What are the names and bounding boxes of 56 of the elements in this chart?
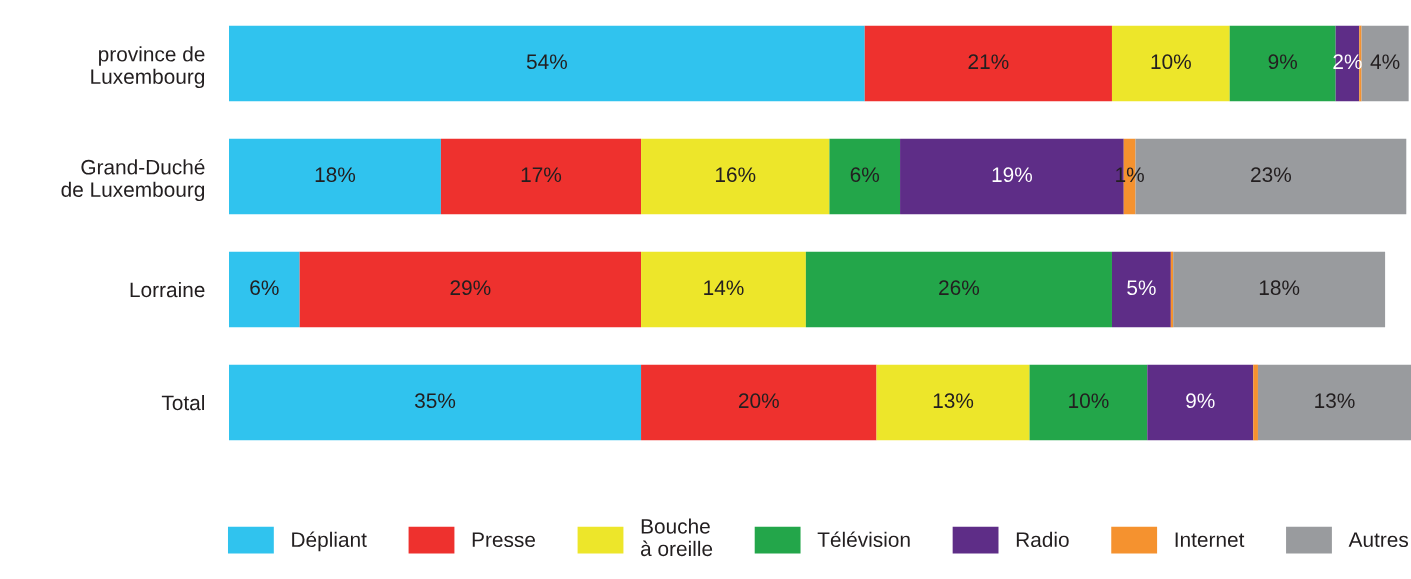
data-label: 21% [968, 54, 1009, 70]
bar [299, 251, 642, 328]
legend-label: Radio [1016, 531, 1069, 548]
bar [1147, 364, 1254, 441]
bar [876, 364, 1030, 441]
bar [229, 25, 865, 102]
bar [1253, 364, 1258, 441]
bar [829, 138, 901, 215]
data-label: 13% [1315, 393, 1355, 409]
bar [1257, 364, 1411, 441]
y-tick-label: Total [161, 394, 204, 411]
legend-label: Presse [472, 532, 535, 548]
data-label: 4% [1370, 54, 1400, 70]
bar [1111, 25, 1230, 102]
bar [1111, 251, 1171, 328]
data-label: 13% [933, 393, 974, 409]
bar [440, 138, 642, 215]
data-label: 19% [992, 167, 1033, 183]
bar [229, 364, 642, 441]
bar [805, 251, 1112, 328]
y-tick-label: province de Luxembourg [91, 46, 205, 89]
bar [641, 251, 806, 328]
data-label: 26% [939, 280, 980, 296]
data-label: 29% [450, 280, 491, 296]
bar [864, 25, 1112, 102]
data-label: 54% [526, 54, 567, 70]
bar [1361, 25, 1409, 102]
data-label: 10% [1151, 54, 1191, 70]
y-tick-label: Grand-Duché de Luxembourg [61, 159, 205, 202]
data-label: 9% [1268, 54, 1297, 70]
data-label: 18% [315, 167, 356, 183]
bar [641, 364, 877, 441]
data-label: 23% [1251, 167, 1292, 183]
bar [229, 138, 441, 215]
data-label: 6% [250, 280, 279, 296]
y-tick-label: Lorraine [130, 281, 205, 298]
data-label: 17% [521, 167, 562, 183]
legend-label: Dépliant [292, 531, 367, 552]
data-label: 16% [715, 167, 756, 183]
bar [1029, 364, 1148, 441]
bar [229, 251, 300, 328]
legend-label: Bouche à oreille [640, 518, 713, 557]
legend-label: Télévision [817, 531, 910, 548]
data-label: 10% [1069, 393, 1109, 409]
data-label: 9% [1186, 393, 1215, 409]
legend-label: Internet [1175, 532, 1245, 548]
bar [1173, 251, 1386, 328]
data-label: 35% [414, 393, 456, 409]
data-label: 20% [738, 393, 779, 409]
data-label: 18% [1259, 280, 1300, 296]
data-label: 6% [850, 167, 880, 183]
data-label: 1% [1116, 167, 1144, 183]
data-label: 14% [704, 280, 744, 296]
bar [641, 138, 830, 215]
data-label: 5% [1127, 280, 1156, 296]
legend-label: Autres [1348, 532, 1409, 548]
